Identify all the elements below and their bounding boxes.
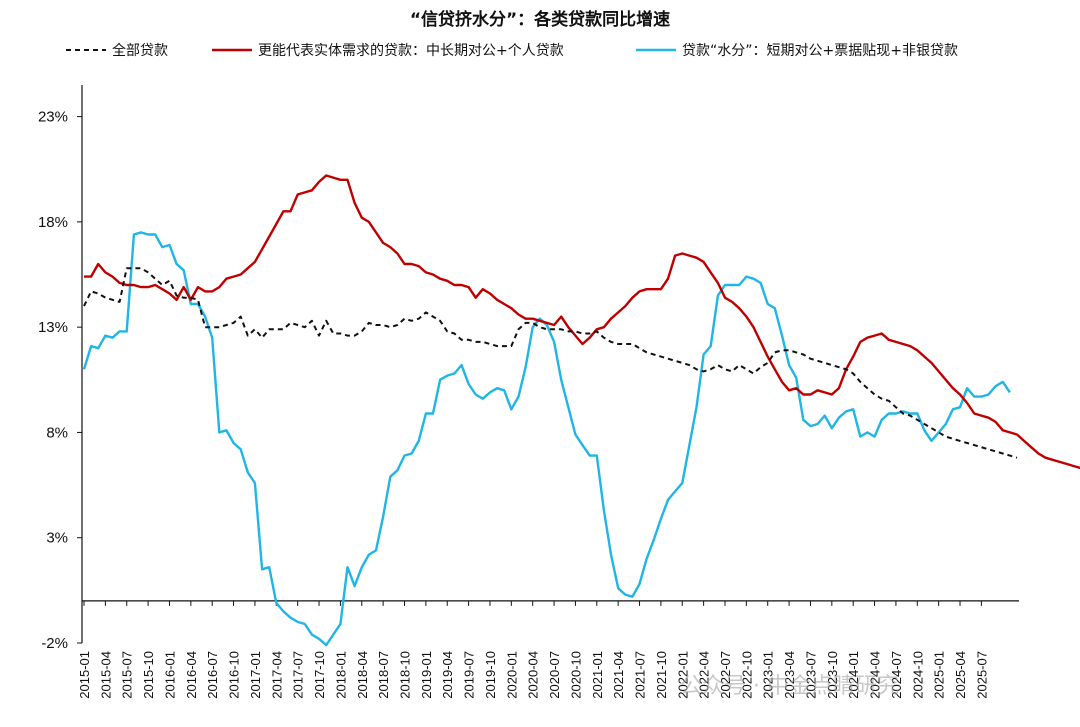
x-tick-label: 2024-10 [910,651,925,699]
x-tick-label: 2017-01 [248,651,263,699]
y-axis: 23% 18% 13% 8% 3% -2% [38,85,83,652]
chart-title: “信贷挤水分”：各类贷款同比增速 [410,9,670,30]
x-tick-label: 2020-07 [547,651,562,699]
x-tick-label: 2018-07 [376,651,391,699]
x-tick-label: 2024-04 [868,651,883,699]
x-tick-label: 2017-10 [312,651,327,699]
legend-label-2: 贷款“水分”：短期对公+票据贴现+非银贷款 [682,43,958,59]
y-tick-label: 23% [38,109,68,126]
x-tick-label: 2020-01 [504,651,519,699]
x-tick-label: 2025-07 [974,651,989,699]
x-tick-label: 2021-07 [633,651,648,699]
x-tick-label: 2015-04 [98,651,113,699]
x-tick-label: 2018-04 [355,651,370,699]
x-tick-label: 2017-07 [291,651,306,699]
x-tick-label: 2022-10 [739,651,754,699]
x-tick-label: 2018-01 [333,651,348,699]
x-tick-label: 2015-01 [77,651,92,699]
x-tick-label: 2020-04 [526,651,541,699]
x-tick-label: 2021-01 [590,651,605,699]
x-tick-label: 2023-10 [825,651,840,699]
series-line-0 [83,267,1018,459]
watermark: 公众号 · 中金点睛研究 [680,674,899,699]
x-tick-label: 2022-04 [697,651,712,699]
x-tick-label: 2022-07 [718,651,733,699]
y-tick-label: -2% [41,635,68,652]
x-tick-label: 2016-07 [205,651,220,699]
y-tick-label: 8% [46,424,68,441]
x-tick-label: 2018-10 [397,651,412,699]
x-tick-label: 2019-07 [462,651,477,699]
y-tick-label: 13% [38,319,68,336]
x-tick-label: 2016-04 [184,651,199,699]
x-tick-label: 2023-04 [782,651,797,699]
x-tick-label: 2019-10 [483,651,498,699]
x-tick-label: 2020-10 [568,651,583,699]
legend: 全部贷款 更能代表实体需求的贷款：中长期对公+个人贷款 贷款“水分”：短期对公+票据… [66,42,958,59]
x-tick-label: 2021-04 [611,651,626,699]
x-tick-label: 2023-07 [803,651,818,699]
x-tick-label: 2016-01 [162,651,177,699]
y-tick-label: 3% [46,530,68,547]
series-line-2 [82,231,1011,647]
x-tick-label: 2019-04 [440,651,455,699]
x-tick-label: 2022-01 [675,651,690,699]
series-line-1 [84,174,1080,470]
x-axis: 2015-01 2015-04 2015-07 2015-10 2016-01 2016-… [77,600,1019,699]
x-tick-label: 2015-07 [120,651,135,699]
x-tick-label: 2019-01 [419,651,434,699]
x-tick-label: 2025-01 [932,651,947,699]
x-tick-label: 2024-07 [889,651,904,699]
x-tick-label: 2025-04 [953,651,968,699]
x-tick-label: 2016-10 [227,651,242,699]
x-tick-label: 2017-04 [269,651,284,699]
legend-label-1: 更能代表实体需求的贷款：中长期对公+个人贷款 [258,43,564,59]
x-tick-label: 2024-01 [846,651,861,699]
y-tick-label: 18% [38,214,68,231]
x-tick-label: 2015-10 [141,651,156,699]
legend-label-0: 全部贷款 [112,42,168,59]
x-tick-label: 2023-01 [761,651,776,699]
series-layer [82,174,1080,647]
x-tick-label: 2021-10 [654,651,669,699]
